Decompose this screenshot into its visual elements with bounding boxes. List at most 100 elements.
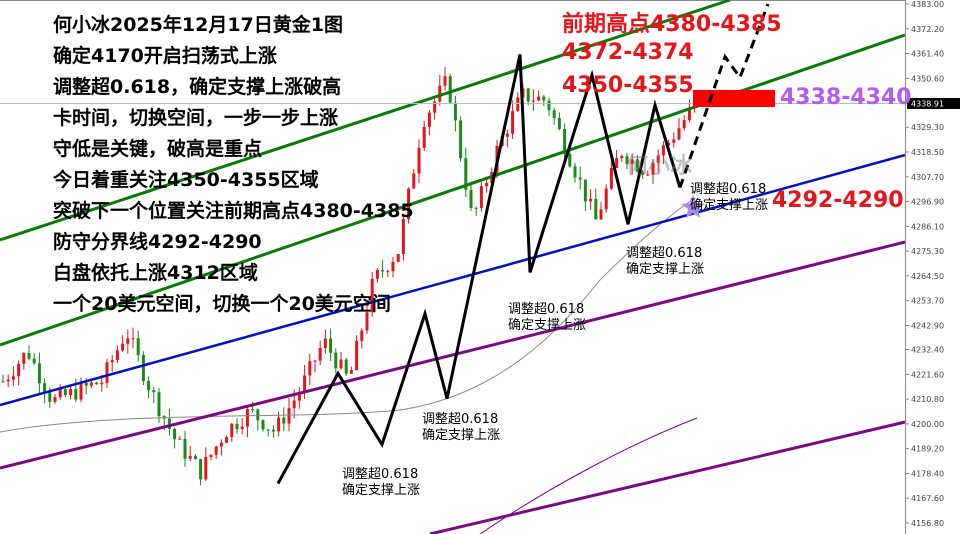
candle-body [609,168,613,189]
zigzag-wave [276,54,682,485]
candle-body [95,382,99,385]
candle-body [147,380,151,391]
fib-note-line: 确定支撑上涨 [626,262,705,277]
candle-body [661,145,665,156]
candle-body [677,128,681,140]
candle-body [526,88,530,102]
current-price-label: 4338.91 [911,100,944,109]
candle-body [386,271,390,273]
analysis-line: 何小冰2025年12月17日黄金1图 [53,14,343,36]
candle-body [110,360,114,363]
y-tick-label: 4286.10 [911,222,944,231]
candle-body [448,76,452,103]
candle-body [63,389,67,396]
candle-body [547,100,551,111]
star-icon [681,195,705,218]
candle-body [282,417,286,424]
candle-body [464,158,468,190]
candle-body [485,182,489,187]
candle-body [43,383,47,393]
candle-body [1,381,5,383]
candle-body [329,338,333,353]
candle-body [157,392,161,417]
fib-note-5: 调整超0.618 确定支撑上涨 [690,182,768,214]
channel-lower-green [0,33,906,347]
y-tick-label: 4350.60 [911,74,944,83]
candle-body [188,455,192,459]
candle-body [641,171,645,175]
y-tick-label: 4178.40 [911,469,944,478]
candle-body [131,338,135,340]
candle-body [167,418,171,429]
y-tick-label: 4383.00 [911,0,944,9]
candle-body [209,454,213,458]
analysis-line: 今日着重关注4350-4355区域 [53,169,319,191]
candle-body [412,173,416,189]
candle-body [11,376,15,380]
candle-body [69,388,73,396]
channel-purple-upper [0,240,906,470]
y-tick-label: 4200.00 [911,420,944,429]
candle-body [568,153,572,167]
projection-path [678,3,770,189]
candle-body [240,426,244,430]
candle-body [594,198,598,220]
candle-body [204,457,208,480]
candle-body [360,330,364,342]
candle-body [625,156,629,164]
candle-body [251,409,255,411]
y-tick-label: 4275.30 [911,247,944,256]
candle-body [318,347,322,361]
candle-body [89,382,93,386]
price-axis: 4383.00 4372.20 4361.40 4350.60 4329.30 4318.… [905,0,944,528]
candle-body [453,102,457,121]
candle-body [667,142,671,146]
candle-body [48,392,52,402]
candle-body [583,179,587,202]
moving-average-purple [479,417,698,534]
fib-note-line: 调整超0.618 [342,467,419,482]
candle-body [79,382,83,400]
candle-body [516,97,520,111]
candle-body [225,437,229,443]
candle-body [630,159,634,164]
fib-note-line: 调整超0.618 [690,182,767,197]
candle-body [552,110,556,119]
candle-body [136,338,140,355]
candle-body [115,350,119,361]
candle-body [344,359,348,374]
candle-body [651,162,655,175]
candle-body [37,363,41,384]
moving-average-gray [0,199,693,433]
fib-note-line: 调整超0.618 [626,246,703,261]
candle-body [589,198,593,202]
candle-body [27,353,31,359]
candle-body [126,338,130,344]
candle-body [152,390,156,393]
candle-body [355,341,359,371]
candle-body [334,352,338,369]
analysis-line: 突破下一个位置关注前期高点4380-4385 [53,200,414,222]
candle-body [53,397,57,402]
candle-body [365,312,369,331]
y-tick-label: 4253.70 [911,297,944,306]
candle-body [32,358,36,364]
y-tick-label: 4372.20 [911,25,944,34]
y-tick-label: 4361.40 [911,50,944,59]
candle-body [396,253,400,262]
watermark: 何小冰 [626,154,693,179]
candle-body [604,188,608,210]
candle-body [459,120,463,159]
fib-note-line: 调整超0.618 [508,302,585,317]
candle-body [370,278,374,313]
candle-body [542,96,546,101]
analysis-line: 一个20美元空间，切换一个20美元空间 [53,293,391,315]
candle-body [297,392,301,401]
candle-body [391,261,395,272]
y-tick-label: 4210.80 [911,395,944,404]
candle-body [245,409,249,427]
candle-body [313,360,317,362]
candle-body [74,388,78,400]
candle-body [308,361,312,376]
